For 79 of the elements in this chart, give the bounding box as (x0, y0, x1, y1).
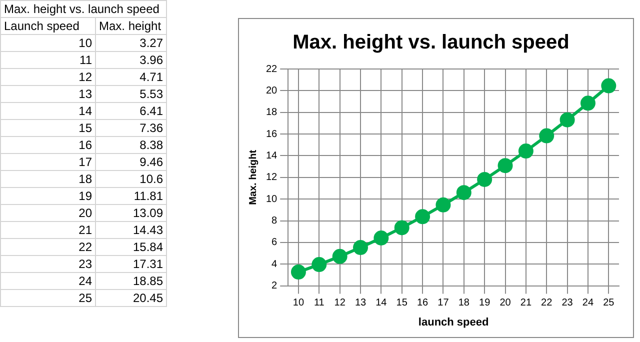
y-tick-label: 8 (272, 216, 278, 227)
data-label: 4.71 (96, 68, 166, 86)
data-label: 6.41 (96, 102, 166, 120)
x-tick-label: 11 (314, 298, 325, 309)
point (415, 209, 430, 224)
y-tick-label: 18 (0, 170, 96, 188)
point (290, 264, 306, 280)
x-tick-label: 21 (520, 298, 532, 309)
y-tick-label: 23 (0, 256, 96, 272)
point (436, 197, 451, 212)
point (456, 185, 472, 200)
data-label: 11.81 (96, 188, 166, 204)
point (518, 144, 534, 159)
data-label: 5.53 (96, 86, 166, 102)
data-label: 15.84 (96, 238, 166, 256)
x-tick-label: 20 (500, 298, 512, 309)
data-label: 10.6 (96, 170, 166, 188)
y-tick-label: 20 (0, 204, 96, 222)
chart-title: Max. height vs. launch speed (0, 0, 166, 18)
point (580, 96, 596, 111)
x-tick-label: 24 (582, 298, 594, 309)
y-tick-label: 22 (0, 238, 96, 256)
x-tick-label: 10 (292, 298, 304, 309)
y-tick-label: 16 (0, 136, 96, 154)
data-label: 3.27 (96, 34, 166, 52)
point (394, 220, 410, 236)
point (539, 128, 554, 144)
data-label: 20.45 (96, 290, 166, 306)
point (332, 248, 348, 264)
y-tick-label: 11 (0, 52, 96, 68)
point (477, 172, 492, 187)
y-tick-label: 14 (266, 150, 278, 162)
y-tick-label: 10 (266, 194, 278, 205)
data-label: 3.96 (96, 52, 166, 68)
y-tick-label: 19 (0, 188, 96, 204)
y-tick-label: 10 (0, 34, 96, 52)
y-axis-title: Max. height (248, 149, 259, 205)
y-tick-label: 20 (266, 85, 278, 96)
x-tick-label: 19 (479, 298, 491, 309)
y-tick-label: 12 (266, 172, 278, 184)
y-tick-label: 13 (0, 86, 96, 102)
data-label: 8.38 (96, 136, 166, 154)
y-tick-label: 2 (272, 280, 278, 292)
y-tick-label: 12 (0, 68, 96, 86)
y-tick-label: 4 (272, 258, 278, 270)
x-tick-label: 16 (416, 298, 429, 309)
point (374, 230, 389, 246)
point (312, 257, 327, 272)
x-tick-label: 25 (603, 298, 615, 309)
x-tick-label: 14 (376, 298, 388, 309)
y-axis-title: Launch speed (0, 18, 96, 34)
x-axis-title: launch speed (418, 316, 489, 328)
data-label: 18.85 (96, 272, 166, 290)
data-label: 14.43 (96, 222, 166, 238)
y-tick-label: 6 (272, 237, 278, 248)
y-tick-label: 16 (266, 128, 278, 140)
x-tick-label: 17 (438, 298, 450, 309)
y-tick-label: 24 (0, 272, 96, 290)
data-label: 9.46 (96, 154, 166, 170)
point (560, 112, 575, 128)
x-tick-label: 22 (541, 298, 553, 309)
y-tick-label: 22 (266, 64, 278, 75)
point (498, 158, 513, 174)
point (601, 78, 616, 94)
chart-title: Max. height vs. launch speed (292, 32, 570, 54)
point (353, 240, 368, 256)
x-tick-label: 13 (354, 298, 366, 309)
data-label: 13.09 (96, 204, 166, 222)
y-tick-label: 17 (0, 154, 96, 170)
x-tick-label: 18 (458, 298, 470, 309)
y-tick-label: 21 (0, 222, 96, 238)
y-tick-label: 15 (0, 120, 96, 136)
x-tick-label: 15 (396, 298, 408, 309)
y-tick-label: 14 (0, 102, 96, 120)
x-tick-label: 23 (562, 298, 574, 309)
x-tick-label: 12 (334, 298, 346, 309)
data-label: 17.31 (96, 256, 166, 272)
data-label: 7.36 (96, 120, 166, 136)
y-tick-label: 18 (266, 107, 278, 118)
